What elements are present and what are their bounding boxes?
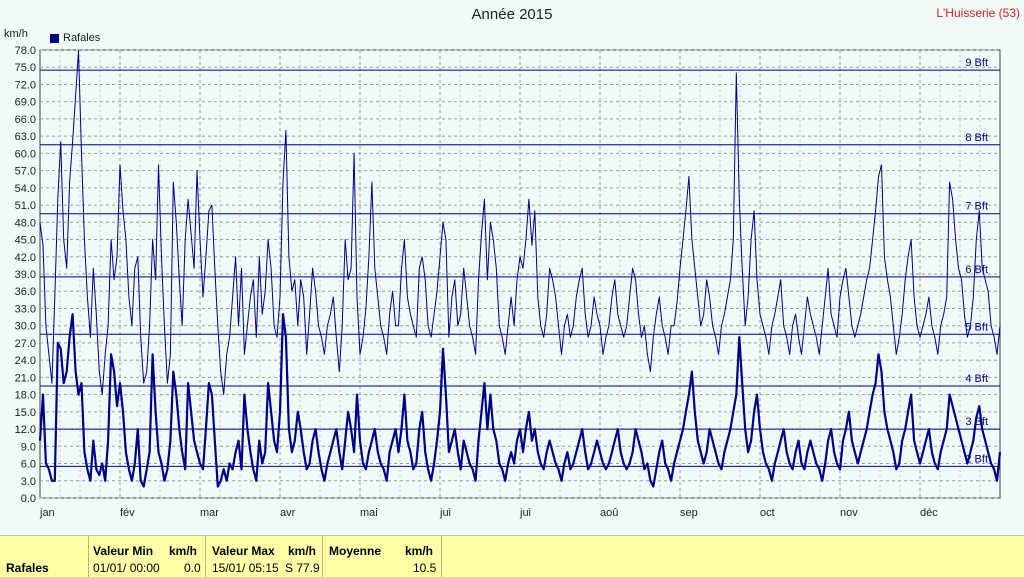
footer-min-cell: Valeur Min km/h 01/01/ 00:00 0.0: [89, 536, 205, 577]
footer-row-label: Rafales: [6, 561, 49, 575]
beaufort-label: 9 Bft: [965, 57, 988, 69]
y-tick-label: 60.0: [15, 148, 36, 160]
x-tick-label: oct: [760, 507, 775, 519]
max-value: S 77.9: [285, 561, 320, 575]
y-tick-label: 21.0: [15, 372, 36, 384]
x-tick-label: nov: [840, 507, 858, 519]
y-tick-label: 3.0: [21, 476, 36, 488]
y-tick-label: 72.0: [15, 79, 36, 91]
legend-swatch: [50, 33, 59, 43]
y-tick-label: 0.0: [21, 493, 36, 505]
y-tick-label: 66.0: [15, 114, 36, 126]
y-tick-label: 51.0: [15, 200, 36, 212]
y-tick-label: 63.0: [15, 131, 36, 143]
avg-unit: km/h: [405, 544, 434, 558]
avg-header: Moyenne: [329, 544, 382, 558]
max-unit: km/h: [288, 544, 317, 558]
min-date: 01/01/ 00:00: [93, 561, 160, 575]
y-tick-label: 78.0: [15, 45, 36, 57]
series-line-gusts-mean: [38, 313, 1002, 488]
y-tick-label: 33.0: [15, 303, 36, 315]
y-tick-label: 54.0: [15, 183, 36, 195]
x-tick-label: sep: [680, 507, 698, 519]
stats-footer: Rafales Valeur Min km/h 01/01/ 00:00 0.0…: [0, 535, 1024, 577]
legend: Rafales: [50, 32, 100, 44]
beaufort-label: 4 Bft: [965, 373, 988, 385]
y-tick-label: 57.0: [15, 166, 36, 178]
avg-value: 10.5: [413, 561, 437, 575]
chart-title: Année 2015: [471, 6, 553, 23]
beaufort-label: 8 Bft: [965, 132, 988, 144]
footer-avg-cell: Moyenne km/h 10.5: [323, 536, 441, 577]
y-tick-label: 42.0: [15, 252, 36, 264]
series-line-gusts: [39, 50, 1001, 396]
y-tick-label: 39.0: [15, 269, 36, 281]
beaufort-label: 2 Bft: [965, 453, 988, 465]
y-tick-label: 45.0: [15, 235, 36, 247]
x-tick-label: mai: [360, 507, 378, 519]
y-tick-label: 9.0: [21, 441, 36, 453]
station-name: L'Huisserie (53): [936, 6, 1020, 20]
max-header: Valeur Max: [212, 544, 275, 558]
y-tick-label: 27.0: [15, 338, 36, 350]
x-tick-label: avr: [280, 507, 296, 519]
x-tick-label: jan: [39, 507, 55, 519]
beaufort-label: 6 Bft: [965, 264, 988, 276]
y-tick-label: 12.0: [15, 424, 36, 436]
y-tick-label: 30.0: [15, 321, 36, 333]
y-tick-label: 75.0: [15, 62, 36, 74]
x-tick-label: déc: [920, 507, 938, 519]
x-tick-label: jui: [519, 507, 531, 519]
x-tick-label: fév: [120, 507, 135, 519]
y-tick-label: 69.0: [15, 97, 36, 109]
y-tick-label: 24.0: [15, 355, 36, 367]
x-tick-label: jui: [439, 507, 451, 519]
max-date: 15/01/ 05:15: [212, 561, 279, 575]
y-tick-label: 48.0: [15, 217, 36, 229]
gust-chart: 0.0 3.0 6.0 9.0 12.0 15.0 18.0 21.0 24.0 27.0 30.0…: [15, 45, 1002, 519]
y-tick-label: 36.0: [15, 286, 36, 298]
footer-label-cell: Rafales: [0, 536, 88, 577]
min-header: Valeur Min: [93, 544, 154, 558]
y-axis-unit: km/h: [4, 28, 28, 40]
legend-label: Rafales: [63, 32, 101, 44]
min-value: 0.0: [184, 561, 201, 575]
y-tick-label: 6.0: [21, 459, 36, 471]
x-tick-label: aoû: [600, 507, 618, 519]
footer-max-cell: Valeur Max km/h 15/01/ 05:15 S 77.9: [206, 536, 322, 577]
y-tick-label: 18.0: [15, 390, 36, 402]
x-tick-label: mar: [200, 507, 219, 519]
min-unit: km/h: [169, 544, 198, 558]
beaufort-label: 7 Bft: [965, 201, 988, 213]
y-tick-label: 15.0: [15, 407, 36, 419]
